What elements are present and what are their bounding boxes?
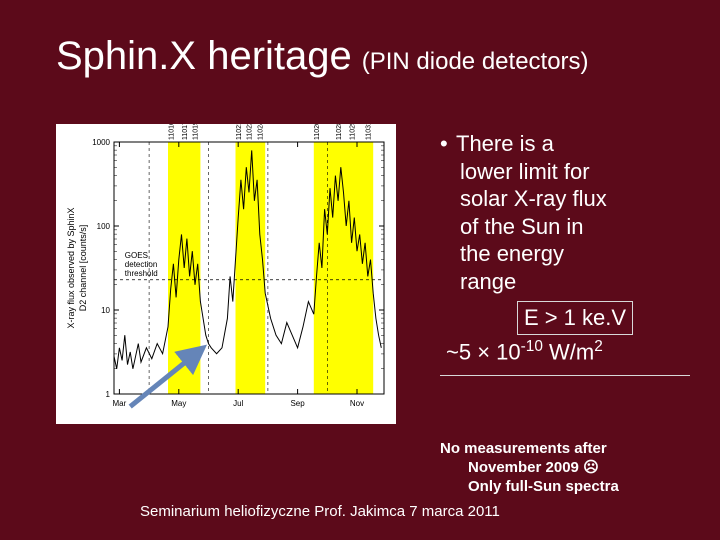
svg-text:Sep: Sep <box>290 399 305 408</box>
svg-text:GOES: GOES <box>125 251 148 260</box>
svg-text:May: May <box>171 399 186 408</box>
flux-prefix: ~5 × 10 <box>446 339 521 364</box>
svg-text:11028/11027: 11028/11027 <box>336 124 343 140</box>
svg-text:1: 1 <box>106 390 111 399</box>
svg-text:1000: 1000 <box>92 138 110 147</box>
title-sub: (PIN diode detectors) <box>362 48 589 76</box>
after-note-line: No measurements after <box>440 440 690 459</box>
svg-text:threshold: threshold <box>125 269 158 278</box>
svg-text:100: 100 <box>97 222 111 231</box>
bullet-line: range <box>440 268 690 296</box>
slide-title: Sphin.X heritage (PIN diode detectors) <box>56 34 690 79</box>
energy-threshold: E > 1 ke.V <box>517 301 633 335</box>
bullet-marker: • <box>440 130 456 158</box>
bullet-line: of the Sun in <box>440 213 690 241</box>
after-note-line: November 2009 <box>468 459 583 476</box>
svg-text:X-ray flux observed by SphinX: X-ray flux observed by SphinX <box>66 207 76 328</box>
sad-face-icon: ☹ <box>583 459 599 476</box>
bullet-line: lower limit for <box>440 158 690 186</box>
svg-text:Jul: Jul <box>233 399 243 408</box>
svg-text:11029/11030: 11029/11030 <box>349 124 356 140</box>
flux-value: ~5 × 10-10 W/m2 <box>440 335 690 368</box>
bullet-line: the energy <box>440 240 690 268</box>
svg-text:11016: 11016 <box>168 124 175 140</box>
svg-text:11024: 11024 <box>258 124 265 140</box>
sphinx-lightcurve-chart: 1 10 100 1000 Mar May Jul Sep Nov GOESdetectionth… <box>56 124 396 424</box>
flux-mid: W/m <box>543 339 594 364</box>
svg-text:D2 channel [counts/s]: D2 channel [counts/s] <box>78 225 88 312</box>
svg-text:11017: 11017 <box>182 124 189 140</box>
after-note: No measurements after November 2009 ☹ On… <box>440 440 690 496</box>
svg-text:10: 10 <box>101 306 110 315</box>
svg-text:Mar: Mar <box>113 399 127 408</box>
svg-text:11022: 11022 <box>247 124 254 140</box>
svg-text:11026: 11026 <box>314 124 321 140</box>
bullet-line: solar X-ray flux <box>440 185 690 213</box>
bullet-line: There is a <box>456 131 554 156</box>
svg-text:11019: 11019 <box>193 124 200 140</box>
svg-text:detection: detection <box>125 260 157 269</box>
flux-exp: -10 <box>521 338 543 355</box>
svg-text:11031: 11031 <box>366 124 373 140</box>
svg-text:Nov: Nov <box>350 399 364 408</box>
slide-footer: Seminarium heliofizyczne Prof. Jakimca 7… <box>140 503 690 520</box>
svg-text:11021: 11021 <box>236 124 243 140</box>
after-note-line: Only full-Sun spectra <box>440 478 690 497</box>
title-main: Sphin.X heritage <box>56 34 352 79</box>
flux-exp2: 2 <box>594 338 603 355</box>
bullet-list: •There is a lower limit for solar X-ray … <box>440 130 690 376</box>
